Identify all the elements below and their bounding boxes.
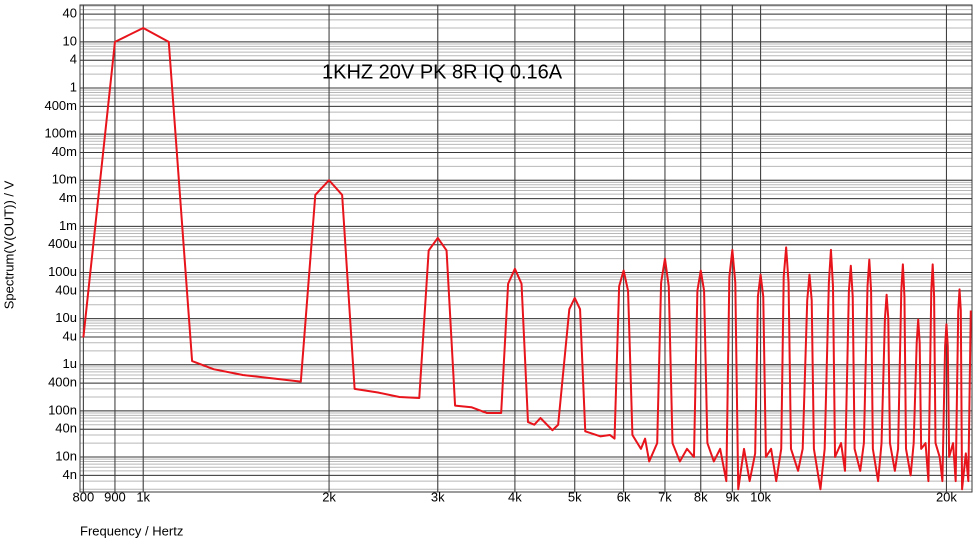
x-tick-label: 20k bbox=[936, 489, 957, 504]
x-tick-label: 7k bbox=[658, 489, 672, 504]
y-tick-label: 1 bbox=[70, 79, 77, 94]
x-tick-label: 10k bbox=[750, 489, 771, 504]
x-tick-label: 5k bbox=[568, 489, 582, 504]
x-tick-label: 9k bbox=[725, 489, 739, 504]
plot bbox=[82, 26, 972, 491]
y-tick-label: 40n bbox=[55, 421, 77, 436]
y-tick-label: 400n bbox=[48, 375, 77, 390]
x-tick-label: 8k bbox=[694, 489, 708, 504]
y-tick-label: 100m bbox=[44, 126, 77, 141]
y-tick-label: 1m bbox=[59, 218, 77, 233]
x-tick-label: 900 bbox=[104, 489, 126, 504]
y-tick-label: 1u bbox=[63, 356, 77, 371]
y-tick-label: 100u bbox=[48, 264, 77, 279]
y-tick-label: 10 bbox=[63, 33, 77, 48]
y-tick-label: 400m bbox=[44, 98, 77, 113]
annotation: 1KHZ 20V PK 8R IQ 0.16A bbox=[322, 61, 563, 83]
x-tick-label: 4k bbox=[508, 489, 522, 504]
x-tick-label: 3k bbox=[431, 489, 445, 504]
y-tick-label: 4u bbox=[63, 328, 77, 343]
y-tick-label: 4n bbox=[63, 467, 77, 482]
x-tick-label: 1k bbox=[136, 489, 150, 504]
y-tick-label: 10m bbox=[52, 172, 77, 187]
y-tick-label: 4m bbox=[59, 190, 77, 205]
y-tick-label: 10n bbox=[55, 448, 77, 463]
y-tick-label: 40m bbox=[52, 144, 77, 159]
y-tick-label: 4 bbox=[70, 52, 77, 67]
y-tick-label: 400u bbox=[48, 236, 77, 251]
x-tick-label: 6k bbox=[617, 489, 631, 504]
y-tick-label: 10u bbox=[55, 310, 77, 325]
y-tick-label: 40u bbox=[55, 282, 77, 297]
x-tick-label: 800 bbox=[73, 489, 95, 504]
spectrum-line bbox=[82, 26, 972, 491]
y-axis-label: Spectrum(V(OUT)) / V bbox=[1, 180, 16, 309]
x-axis-label: Frequency / Hertz bbox=[80, 523, 183, 538]
y-tick-label: 100n bbox=[48, 402, 77, 417]
plot-border bbox=[79, 4, 973, 493]
y-tick-label: 40 bbox=[63, 6, 77, 21]
x-tick-label: 2k bbox=[322, 489, 336, 504]
